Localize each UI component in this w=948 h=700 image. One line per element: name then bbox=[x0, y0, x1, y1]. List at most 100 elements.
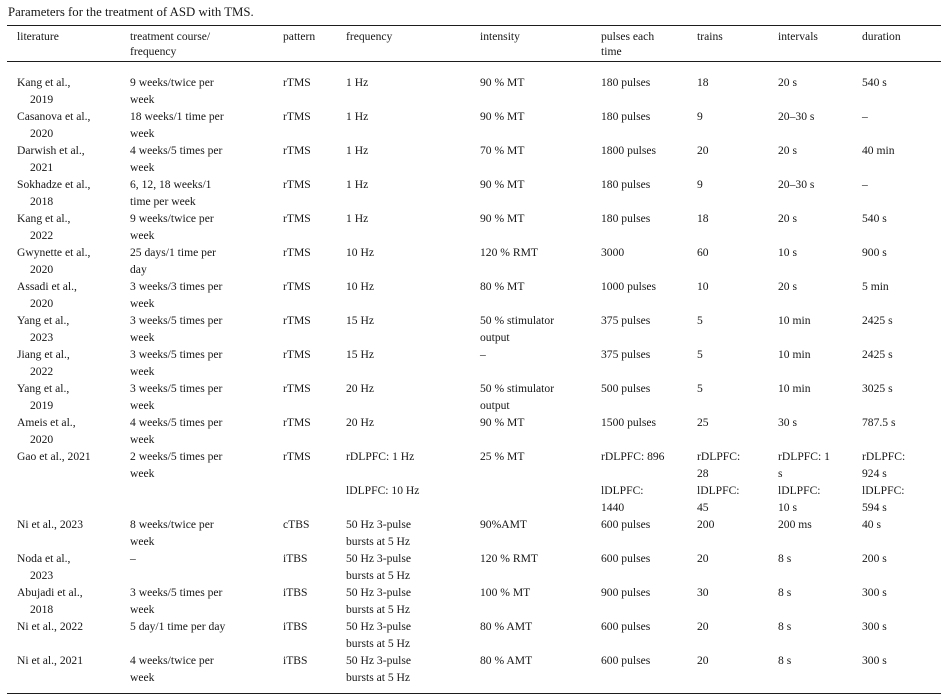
cell-intensity: 80 % AMT bbox=[480, 620, 533, 633]
cell-pulses: 180 pulses bbox=[601, 110, 651, 123]
cell-pulses: 1800 pulses bbox=[601, 144, 657, 157]
cell-course: 6, 12, 18 weeks/1 time per week bbox=[130, 178, 212, 208]
cell-duration: 40 min bbox=[862, 144, 895, 157]
cell-intervals: 8 s bbox=[778, 586, 792, 599]
cell-course: 4 weeks/5 times per week bbox=[130, 416, 223, 446]
cell-pattern: rTMS bbox=[283, 110, 311, 123]
cell-literature: Assadi et al., 2020 bbox=[17, 280, 77, 310]
cell-duration: 2425 s bbox=[862, 314, 893, 327]
cell-pulses: 600 pulses bbox=[601, 552, 651, 565]
col-header-intervals: intervals bbox=[778, 25, 862, 62]
cell-pulses: 180 pulses bbox=[601, 76, 651, 89]
table-row: Ni et al., 2023 8 weeks/twice per week cTB… bbox=[7, 516, 941, 550]
cell-intervals: 10 min bbox=[778, 348, 811, 361]
cell-trains: 5 bbox=[697, 382, 703, 395]
cell-trains: 10 bbox=[697, 280, 709, 293]
cell-duration: rDLPFC: 924 s lDLPFC: 594 s bbox=[862, 450, 906, 514]
cell-duration: 300 s bbox=[862, 620, 887, 633]
cell-intervals: 10 min bbox=[778, 314, 811, 327]
table-row: Yang et al., 2023 3 weeks/5 times per wee… bbox=[7, 312, 941, 346]
table-row: Gwynette et al., 2020 25 days/1 time per … bbox=[7, 244, 941, 278]
cell-frequency: 50 Hz 3-pulse bursts at 5 Hz bbox=[346, 586, 412, 616]
cell-pattern: rTMS bbox=[283, 144, 311, 157]
cell-frequency: 10 Hz bbox=[346, 246, 375, 259]
col-header-literature: literature bbox=[7, 25, 130, 62]
cell-intervals: 8 s bbox=[778, 552, 792, 565]
col-header-trains: trains bbox=[697, 25, 778, 62]
cell-pulses: 1500 pulses bbox=[601, 416, 657, 429]
cell-pulses: 600 pulses bbox=[601, 518, 651, 531]
parameters-table: literature treatment course/ frequency pat… bbox=[7, 25, 941, 694]
cell-trains: 9 bbox=[697, 110, 703, 123]
cell-trains: 20 bbox=[697, 144, 709, 157]
cell-literature: Casanova et al., 2020 bbox=[17, 110, 91, 140]
cell-intensity: 80 % AMT bbox=[480, 654, 533, 667]
cell-intensity: 90 % MT bbox=[480, 416, 525, 429]
col-header-pulses: pulses each time bbox=[601, 25, 697, 62]
cell-literature: Yang et al., 2023 bbox=[17, 314, 70, 344]
cell-intensity: 90 % MT bbox=[480, 110, 525, 123]
cell-frequency: 1 Hz bbox=[346, 144, 369, 157]
cell-duration: – bbox=[862, 178, 868, 191]
cell-course: 3 weeks/3 times per week bbox=[130, 280, 223, 310]
cell-course: 4 weeks/twice per week bbox=[130, 654, 214, 684]
col-header-pattern: pattern bbox=[283, 25, 346, 62]
cell-pulses: 375 pulses bbox=[601, 348, 651, 361]
cell-intensity: 120 % RMT bbox=[480, 552, 538, 565]
cell-literature: Abujadi et al., 2018 bbox=[17, 586, 83, 616]
cell-intervals: 20 s bbox=[778, 212, 798, 225]
cell-intensity: 90 % MT bbox=[480, 212, 525, 225]
cell-course: 5 day/1 time per day bbox=[130, 620, 226, 633]
cell-pattern: iTBS bbox=[283, 586, 308, 599]
cell-duration: 3025 s bbox=[862, 382, 893, 395]
cell-frequency: rDLPFC: 1 Hz lDLPFC: 10 Hz bbox=[346, 450, 420, 497]
cell-pattern: rTMS bbox=[283, 348, 311, 361]
cell-duration: 540 s bbox=[862, 76, 887, 89]
header-row: literature treatment course/ frequency pat… bbox=[7, 25, 941, 62]
cell-pulses: rDLPFC: 896 lDLPFC: 1440 bbox=[601, 450, 665, 514]
cell-trains: 5 bbox=[697, 348, 703, 361]
cell-trains: 18 bbox=[697, 76, 709, 89]
table-row: Noda et al., 2023 – iTBS 50 Hz 3-pulse burs… bbox=[7, 550, 941, 584]
cell-literature: Gwynette et al., 2020 bbox=[17, 246, 91, 276]
cell-course: 3 weeks/5 times per week bbox=[130, 348, 223, 378]
cell-intensity: 120 % RMT bbox=[480, 246, 538, 259]
table-caption: Parameters for the treatment of ASD with… bbox=[8, 5, 254, 19]
cell-course: 18 weeks/1 time per week bbox=[130, 110, 224, 140]
cell-intervals: 30 s bbox=[778, 416, 798, 429]
cell-course: 25 days/1 time per day bbox=[130, 246, 216, 276]
cell-pattern: cTBS bbox=[283, 518, 310, 531]
cell-frequency: 1 Hz bbox=[346, 178, 369, 191]
cell-literature: Ameis et al., 2020 bbox=[17, 416, 76, 446]
cell-pattern: iTBS bbox=[283, 654, 308, 667]
cell-duration: – bbox=[862, 110, 868, 123]
col-header-duration: duration bbox=[862, 25, 941, 62]
cell-trains: 9 bbox=[697, 178, 703, 191]
cell-frequency: 50 Hz 3-pulse bursts at 5 Hz bbox=[346, 518, 412, 548]
cell-trains: 200 bbox=[697, 518, 715, 531]
col-header-course: treatment course/ frequency bbox=[130, 25, 283, 62]
cell-pattern: rTMS bbox=[283, 280, 311, 293]
cell-pattern: rTMS bbox=[283, 212, 311, 225]
cell-frequency: 20 Hz bbox=[346, 416, 375, 429]
table-row: Ni et al., 2022 5 day/1 time per day iTBS 5… bbox=[7, 618, 941, 652]
cell-literature: Darwish et al., 2021 bbox=[17, 144, 85, 174]
cell-duration: 787.5 s bbox=[862, 416, 896, 429]
cell-frequency: 10 Hz bbox=[346, 280, 375, 293]
cell-trains: 5 bbox=[697, 314, 703, 327]
table-row: Jiang et al., 2022 3 weeks/5 times per we… bbox=[7, 346, 941, 380]
cell-intensity: – bbox=[480, 348, 486, 361]
table-row: Kang et al., 2019 9 weeks/twice per week r… bbox=[7, 62, 941, 109]
cell-pattern: iTBS bbox=[283, 552, 308, 565]
cell-pattern: rTMS bbox=[283, 314, 311, 327]
cell-intervals: 20–30 s bbox=[778, 110, 815, 123]
cell-course: 8 weeks/twice per week bbox=[130, 518, 214, 548]
cell-intervals: 20 s bbox=[778, 144, 798, 157]
table-row: Yang et al., 2019 3 weeks/5 times per wee… bbox=[7, 380, 941, 414]
cell-duration: 300 s bbox=[862, 586, 887, 599]
cell-pulses: 180 pulses bbox=[601, 178, 651, 191]
cell-course: 3 weeks/5 times per week bbox=[130, 314, 223, 344]
table-row: Kang et al., 2022 9 weeks/twice per week r… bbox=[7, 210, 941, 244]
cell-trains: 18 bbox=[697, 212, 709, 225]
